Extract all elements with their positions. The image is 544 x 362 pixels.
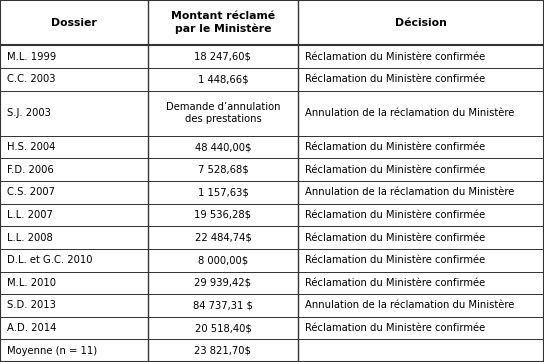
Bar <box>298 181 544 203</box>
Text: Montant réclamé
par le Ministère: Montant réclamé par le Ministère <box>171 11 275 34</box>
Text: Réclamation du Ministère confirmée: Réclamation du Ministère confirmée <box>305 51 485 62</box>
Bar <box>298 90 544 136</box>
Bar <box>298 68 544 90</box>
Bar <box>0 203 148 226</box>
Text: C.S. 2007: C.S. 2007 <box>7 187 54 197</box>
Text: 18 247,60$: 18 247,60$ <box>195 51 251 62</box>
Text: Annulation de la réclamation du Ministère: Annulation de la réclamation du Ministèr… <box>305 187 514 197</box>
Bar <box>298 317 544 340</box>
Text: 1 157,63$: 1 157,63$ <box>197 187 249 197</box>
Bar <box>0 340 148 362</box>
Text: Demande d’annulation
des prestations: Demande d’annulation des prestations <box>166 102 280 124</box>
Bar <box>0 226 148 249</box>
Bar <box>298 294 544 317</box>
Bar <box>148 68 298 90</box>
Bar <box>0 249 148 272</box>
Bar <box>298 45 544 68</box>
Text: Réclamation du Ministère confirmée: Réclamation du Ministère confirmée <box>305 278 485 288</box>
Text: 48 440,00$: 48 440,00$ <box>195 142 251 152</box>
Text: F.D. 2006: F.D. 2006 <box>7 165 53 175</box>
Text: M.L. 2010: M.L. 2010 <box>7 278 55 288</box>
Bar <box>298 0 544 45</box>
Bar <box>0 294 148 317</box>
Bar <box>148 203 298 226</box>
Text: 8 000,00$: 8 000,00$ <box>198 255 248 265</box>
Bar <box>148 0 298 45</box>
Bar <box>148 272 298 294</box>
Text: C.C. 2003: C.C. 2003 <box>7 74 55 84</box>
Bar <box>148 136 298 159</box>
Bar <box>148 159 298 181</box>
Text: L.L. 2008: L.L. 2008 <box>7 232 52 243</box>
Bar <box>148 90 298 136</box>
Text: Réclamation du Ministère confirmée: Réclamation du Ministère confirmée <box>305 74 485 84</box>
Text: A.D. 2014: A.D. 2014 <box>7 323 56 333</box>
Bar <box>0 317 148 340</box>
Text: Réclamation du Ministère confirmée: Réclamation du Ministère confirmée <box>305 165 485 175</box>
Bar <box>148 45 298 68</box>
Text: 19 536,28$: 19 536,28$ <box>194 210 251 220</box>
Text: H.S. 2004: H.S. 2004 <box>7 142 55 152</box>
Text: Réclamation du Ministère confirmée: Réclamation du Ministère confirmée <box>305 142 485 152</box>
Text: Réclamation du Ministère confirmée: Réclamation du Ministère confirmée <box>305 232 485 243</box>
Text: Dossier: Dossier <box>51 18 97 28</box>
Text: S.D. 2013: S.D. 2013 <box>7 300 55 311</box>
Bar <box>298 226 544 249</box>
Bar <box>298 159 544 181</box>
Bar <box>0 159 148 181</box>
Text: 20 518,40$: 20 518,40$ <box>195 323 251 333</box>
Text: Décision: Décision <box>395 18 447 28</box>
Bar <box>0 45 148 68</box>
Bar <box>0 0 148 45</box>
Bar <box>298 340 544 362</box>
Text: D.L. et G.C. 2010: D.L. et G.C. 2010 <box>7 255 92 265</box>
Text: 84 737,31 $: 84 737,31 $ <box>193 300 253 311</box>
Text: S.J. 2003: S.J. 2003 <box>7 108 51 118</box>
Bar <box>0 68 148 90</box>
Text: Réclamation du Ministère confirmée: Réclamation du Ministère confirmée <box>305 323 485 333</box>
Text: Réclamation du Ministère confirmée: Réclamation du Ministère confirmée <box>305 210 485 220</box>
Bar <box>148 340 298 362</box>
Text: Moyenne (n = 11): Moyenne (n = 11) <box>7 346 97 356</box>
Bar <box>298 203 544 226</box>
Bar <box>148 181 298 203</box>
Text: 29 939,42$: 29 939,42$ <box>194 278 251 288</box>
Text: 22 484,74$: 22 484,74$ <box>195 232 251 243</box>
Bar <box>0 272 148 294</box>
Bar <box>298 249 544 272</box>
Text: M.L. 1999: M.L. 1999 <box>7 51 56 62</box>
Bar <box>298 272 544 294</box>
Text: Annulation de la réclamation du Ministère: Annulation de la réclamation du Ministèr… <box>305 300 514 311</box>
Bar <box>148 249 298 272</box>
Text: 23 821,70$: 23 821,70$ <box>195 346 251 356</box>
Text: L.L. 2007: L.L. 2007 <box>7 210 52 220</box>
Bar <box>0 136 148 159</box>
Text: Annulation de la réclamation du Ministère: Annulation de la réclamation du Ministèr… <box>305 108 514 118</box>
Bar <box>0 181 148 203</box>
Bar <box>298 136 544 159</box>
Text: 7 528,68$: 7 528,68$ <box>197 165 249 175</box>
Bar <box>0 90 148 136</box>
Text: 1 448,66$: 1 448,66$ <box>197 74 248 84</box>
Text: Réclamation du Ministère confirmée: Réclamation du Ministère confirmée <box>305 255 485 265</box>
Bar <box>148 294 298 317</box>
Bar <box>148 226 298 249</box>
Bar <box>148 317 298 340</box>
